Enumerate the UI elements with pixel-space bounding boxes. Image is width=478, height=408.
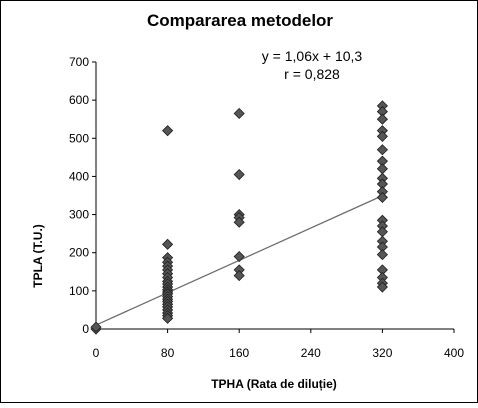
y-tick-label: 400 — [69, 169, 89, 183]
data-point-diamond — [233, 216, 245, 228]
data-points — [90, 100, 388, 335]
data-point-diamond — [162, 125, 174, 137]
data-point-diamond — [376, 191, 388, 203]
axes: 0 100 200 300 400 500 600 700 0 80 160 240 320 400 — [69, 55, 464, 360]
y-tick-label: 0 — [82, 322, 89, 336]
x-axis-label: TPHA (Rata de diluție) — [211, 377, 337, 391]
correlation-coefficient: r = 0,828 — [284, 66, 340, 82]
x-tick-label: 320 — [372, 346, 392, 360]
data-point-diamond — [376, 249, 388, 261]
x-tick-label: 400 — [444, 346, 464, 360]
data-point-diamond — [233, 107, 245, 120]
y-tick-label: 700 — [69, 55, 89, 69]
data-point-diamond — [376, 144, 388, 156]
data-point-diamond — [233, 250, 245, 263]
data-point-diamond — [376, 281, 388, 293]
data-point-diamond — [162, 238, 174, 250]
data-point-diamond — [162, 312, 174, 324]
y-axis-label: TPLA (T.U.) — [31, 224, 45, 288]
y-tick-label: 600 — [69, 93, 89, 107]
x-tick-label: 240 — [301, 346, 321, 360]
y-tick-label: 300 — [69, 208, 89, 222]
data-point-diamond — [233, 270, 245, 282]
data-point-diamond — [376, 130, 388, 142]
x-tick-label: 160 — [229, 346, 249, 360]
x-tick-label: 80 — [161, 346, 175, 360]
y-tick-label: 200 — [69, 246, 89, 260]
data-point-diamond — [376, 113, 388, 125]
trendline-equation: y = 1,06x + 10,3 — [262, 48, 363, 64]
y-tick-label: 100 — [69, 284, 89, 298]
data-point-diamond — [233, 168, 245, 181]
x-tick-label: 0 — [93, 346, 100, 360]
y-tick-label: 500 — [69, 131, 89, 145]
data-point-diamond — [90, 321, 102, 333]
chart-title: Compararea metodelor — [147, 11, 333, 30]
